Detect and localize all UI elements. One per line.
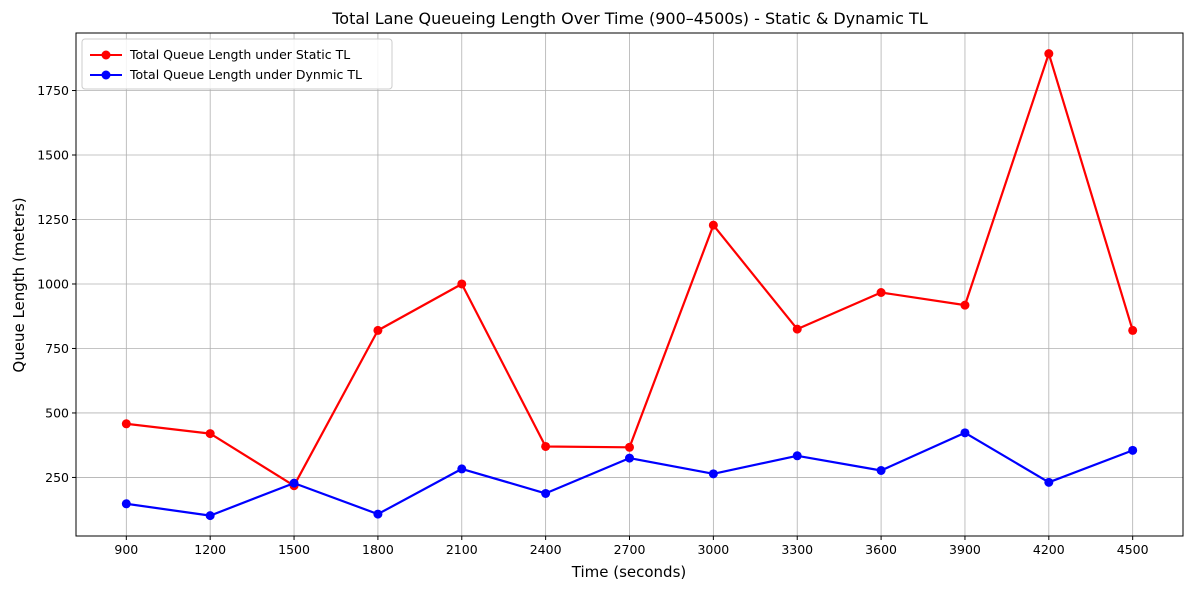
data-point bbox=[457, 464, 467, 474]
y-axis-ticks: 250 500 750 1000 1250 1500 1750 bbox=[37, 83, 76, 485]
data-point bbox=[708, 220, 718, 230]
x-tick-label: 2100 bbox=[446, 542, 478, 557]
data-point bbox=[1128, 445, 1138, 455]
data-point bbox=[876, 287, 886, 297]
data-point bbox=[792, 324, 802, 334]
x-tick-label: 1800 bbox=[362, 542, 394, 557]
data-point bbox=[373, 325, 383, 335]
y-tick-label: 1750 bbox=[37, 83, 69, 98]
x-tick-label: 3000 bbox=[697, 542, 729, 557]
data-point bbox=[541, 441, 551, 451]
y-tick-label: 500 bbox=[45, 405, 69, 420]
legend-marker-dynamic bbox=[101, 70, 111, 80]
data-point bbox=[289, 478, 299, 488]
legend-label-dynamic: Total Queue Length under Dynmic TL bbox=[129, 67, 362, 82]
data-point bbox=[205, 511, 215, 521]
data-point bbox=[373, 509, 383, 519]
data-point bbox=[541, 488, 551, 498]
grid-lines bbox=[76, 33, 1183, 536]
legend-box bbox=[81, 38, 393, 90]
x-axis-ticks: 900 1200 1500 1800 2100 2400 2700 3000 3300 3600 3… bbox=[114, 536, 1149, 557]
data-point bbox=[205, 429, 215, 439]
data-point bbox=[1128, 325, 1138, 335]
y-tick-label: 250 bbox=[45, 470, 69, 485]
x-tick-label: 4200 bbox=[1033, 542, 1065, 557]
x-tick-label: 900 bbox=[114, 542, 138, 557]
legend-item-dynamic: Total Queue Length under Dynmic TL bbox=[90, 67, 362, 82]
y-tick-label: 1000 bbox=[37, 276, 69, 291]
x-tick-label: 1200 bbox=[194, 542, 226, 557]
data-point bbox=[121, 499, 131, 509]
legend-item-static: Total Queue Length under Static TL bbox=[90, 47, 350, 62]
data-point bbox=[1044, 477, 1054, 487]
data-point bbox=[457, 279, 467, 289]
x-tick-label: 4500 bbox=[1117, 542, 1149, 557]
y-tick-label: 1250 bbox=[37, 212, 69, 227]
x-tick-label: 3300 bbox=[781, 542, 813, 557]
data-point bbox=[1044, 49, 1054, 59]
data-point bbox=[625, 442, 634, 452]
x-tick-label: 3600 bbox=[865, 542, 897, 557]
data-point bbox=[792, 451, 802, 461]
x-tick-label: 2400 bbox=[530, 542, 562, 557]
y-axis-title: Queue Length (meters) bbox=[10, 197, 28, 372]
x-tick-label: 2700 bbox=[614, 542, 646, 557]
data-point bbox=[121, 419, 131, 429]
series-lines bbox=[121, 49, 1138, 521]
chart-title: Total Lane Queueing Length Over Time (90… bbox=[331, 9, 928, 28]
data-point bbox=[876, 465, 886, 475]
legend-marker-static bbox=[101, 50, 111, 60]
x-tick-label: 1500 bbox=[278, 542, 310, 557]
data-point bbox=[960, 428, 970, 438]
x-axis-title: Time (seconds) bbox=[571, 563, 687, 581]
y-tick-label: 750 bbox=[45, 341, 69, 356]
y-tick-label: 1500 bbox=[37, 148, 69, 163]
data-point bbox=[625, 453, 634, 463]
data-point bbox=[708, 469, 718, 479]
legend: Total Queue Length under Static TL Total… bbox=[81, 38, 393, 90]
x-tick-label: 3900 bbox=[949, 542, 981, 557]
legend-label-static: Total Queue Length under Static TL bbox=[129, 47, 350, 62]
data-point bbox=[960, 300, 970, 310]
